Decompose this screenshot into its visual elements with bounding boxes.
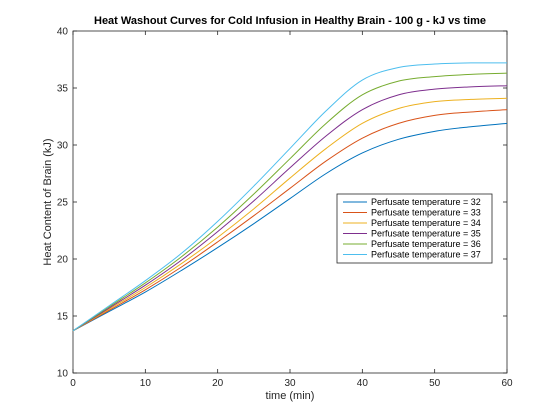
y-tick-label: 15 — [57, 312, 69, 323]
legend-label-1: Perfusate temperature = 32 — [371, 197, 481, 207]
y-axis-label: Heat Content of Brain (kJ) — [42, 138, 54, 265]
x-tick-label: 40 — [357, 378, 369, 389]
chart-title: Heat Washout Curves for Cold Infusion in… — [94, 15, 486, 27]
series-line-4 — [72, 85, 508, 332]
series-lines — [72, 62, 508, 332]
x-tick-label: 50 — [429, 378, 441, 389]
legend-label-2: Perfusate temperature = 33 — [371, 208, 481, 218]
legend-label-5: Perfusate temperature = 36 — [371, 239, 481, 249]
y-tick-label: 30 — [57, 141, 69, 152]
y-tick-label: 20 — [57, 255, 69, 266]
x-tick-label: 0 — [70, 378, 76, 389]
legend-label-6: Perfusate temperature = 37 — [371, 250, 481, 260]
x-tick-label: 10 — [140, 378, 152, 389]
series-line-5 — [72, 72, 508, 332]
legend-box — [336, 193, 493, 264]
y-tick-label: 35 — [57, 84, 69, 95]
series-line-1 — [72, 122, 508, 332]
legend-label-3: Perfusate temperature = 34 — [371, 218, 481, 228]
series-line-6 — [72, 62, 508, 332]
x-tick-label: 30 — [284, 378, 296, 389]
y-tick-label: 25 — [57, 198, 69, 209]
series-line-3 — [72, 97, 508, 332]
series-line-2 — [72, 109, 508, 332]
x-tick-label: 20 — [212, 378, 224, 389]
x-axis-label: time (min) — [266, 390, 315, 402]
y-tick-label: 40 — [57, 27, 69, 38]
y-tick-label: 10 — [57, 369, 69, 380]
x-tick-label: 60 — [501, 378, 513, 389]
legend-label-4: Perfusate temperature = 35 — [371, 229, 481, 239]
